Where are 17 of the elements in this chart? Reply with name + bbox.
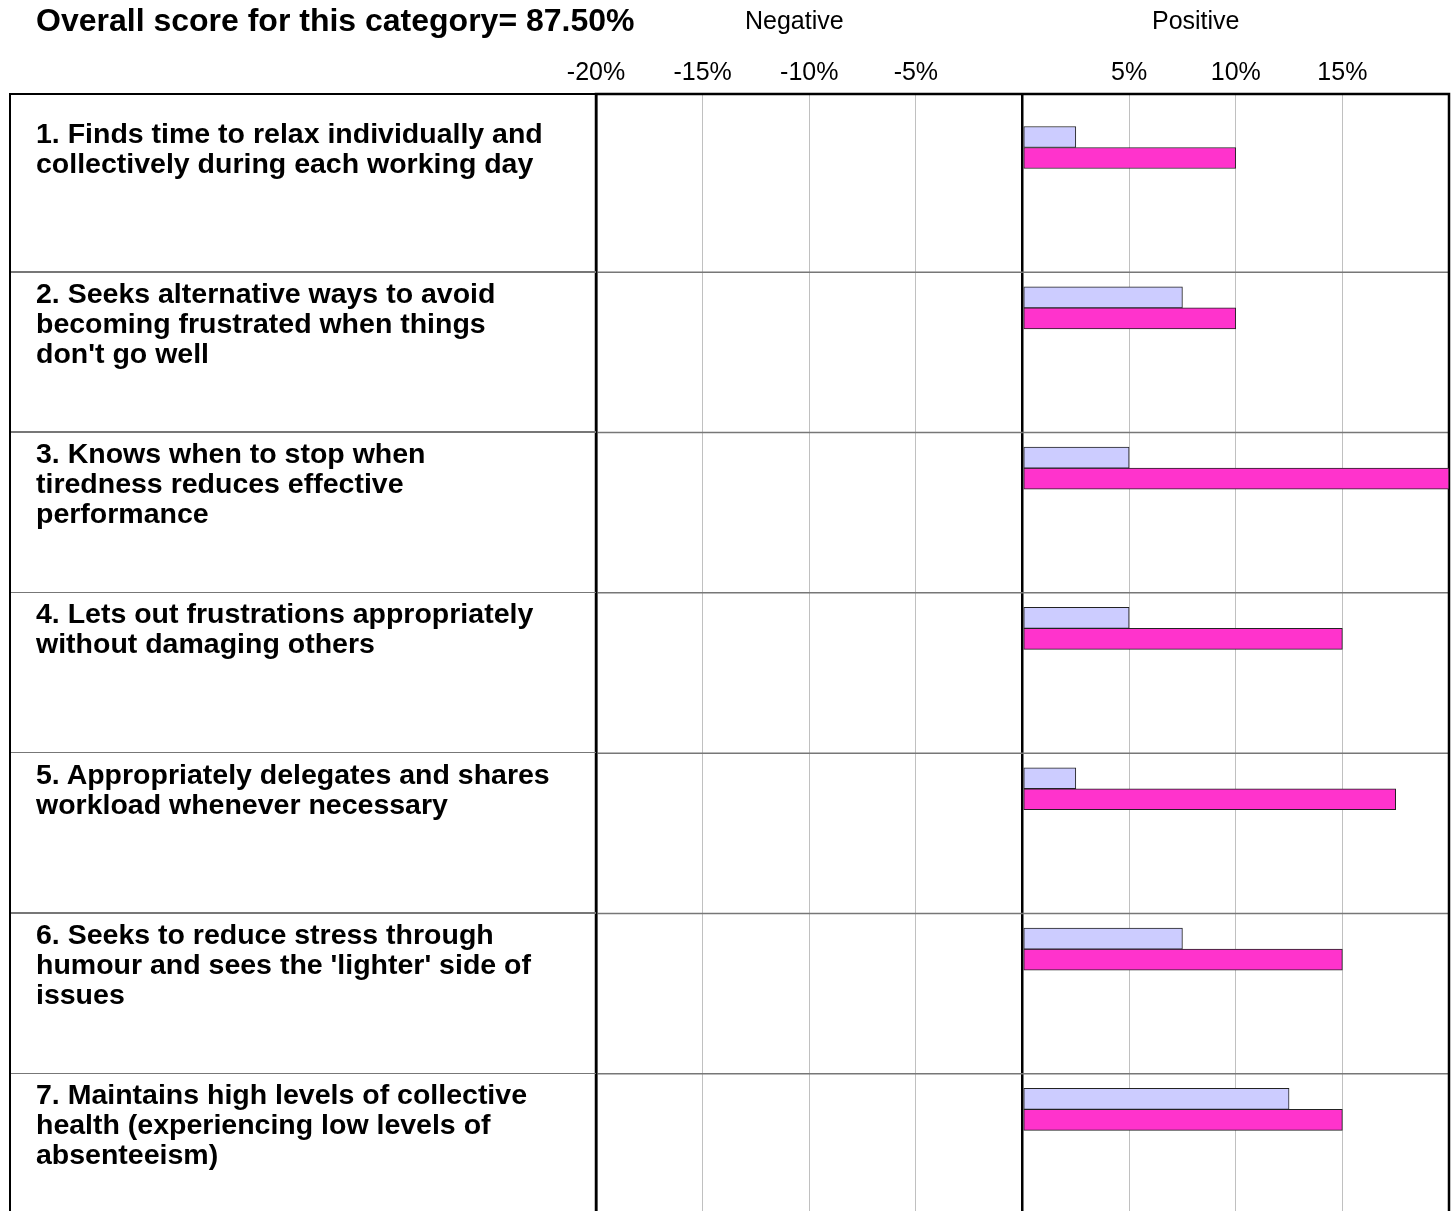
y-tick-label: 6. Seeks to reduce stress through humour and sees the 'lighter' side of issues [36,918,532,1011]
x-tick-label: -10% [780,56,839,85]
text: Positive [1151,6,1240,34]
x-tick-label: -5% [893,56,939,85]
x-tick-label: -15% [673,56,732,85]
y-tick-label: 3. Knows when to stop when tiredness reduces effective performance [36,437,426,530]
x-tick-label: 15% [1317,56,1368,85]
x-tick-label: 10% [1210,56,1261,85]
y-tick-label: 5. Appropriately delegates and shares workload whenever necessary [35,757,550,820]
x-tick-label: -20% [566,56,626,85]
x-tick-label: 5% [1111,56,1148,85]
text: Negative [744,6,844,34]
y-tick-label: 2. Seeks alternative ways to avoid becoming frustrated when things don't go well [36,276,496,369]
y-tick-label: 1. Finds time to relax individually and collectively during each working day [36,116,543,179]
y-tick-label: 7. Maintains high levels of collective health (experiencing low levels of absenteeism) [36,1078,527,1171]
text: Overall score for this category= 87.50% [36,2,635,38]
y-tick-label: 4. Lets out frustrations appropriately without damaging others [35,597,534,660]
